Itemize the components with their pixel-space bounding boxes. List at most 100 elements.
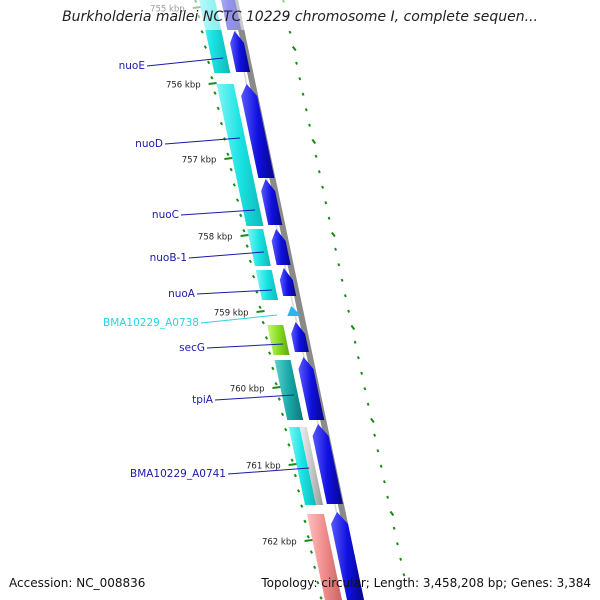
outer-tick (370, 417, 375, 424)
gene-arrow (331, 512, 364, 600)
outer-tick (288, 30, 292, 34)
outer-tick (331, 231, 336, 238)
outer-tick (314, 154, 318, 158)
gene-label: nuoA (168, 288, 196, 300)
label-leader (164, 137, 241, 145)
scale-label: 761 kbp (246, 462, 281, 472)
gene-label: BMA10229_A0738 (103, 317, 199, 329)
gene-arrow (298, 357, 325, 420)
minor-tick (309, 550, 314, 554)
minor-tick (264, 336, 269, 340)
trna-arrow (287, 306, 302, 316)
minor-tick (203, 45, 207, 49)
gene-label: nuoE (119, 60, 145, 72)
label-leader (180, 209, 256, 216)
major-tick (288, 463, 297, 466)
cds-block (216, 84, 264, 226)
outer-tick (321, 185, 324, 189)
minor-tick (248, 259, 252, 264)
outer-tick (363, 387, 367, 391)
label-leader (206, 343, 284, 349)
outer-tick (340, 278, 344, 282)
minor-tick (242, 228, 246, 233)
label-leader (188, 251, 264, 259)
minor-tick (245, 244, 249, 248)
minor-tick (229, 167, 233, 172)
minor-tick (290, 458, 294, 463)
genome-summary-text: Topology: circular; Length: 3,458,208 bp… (261, 576, 591, 590)
outer-tick (389, 510, 395, 517)
minor-tick (271, 366, 275, 371)
outer-tick (308, 123, 311, 127)
minor-tick (213, 91, 217, 95)
gene-arrow (312, 424, 343, 504)
outer-tick (382, 480, 386, 484)
major-tick (304, 539, 313, 542)
minor-tick (313, 565, 317, 570)
cds-block (288, 427, 317, 505)
gene-label: tpiA (192, 394, 214, 406)
minor-tick (200, 30, 204, 34)
minor-tick (258, 305, 262, 310)
major-tick (208, 82, 217, 85)
minor-tick (268, 351, 272, 355)
minor-tick (210, 75, 214, 80)
minor-tick (235, 198, 240, 202)
scale-label: 757 kbp (182, 156, 217, 166)
minor-tick (206, 60, 211, 65)
outer-tick (291, 45, 297, 52)
outer-tick (356, 356, 360, 360)
gene-arrow (291, 322, 309, 352)
minor-tick (306, 534, 310, 539)
outer-tick (350, 324, 356, 331)
outer-tick (298, 77, 302, 81)
minor-tick (274, 381, 278, 386)
major-tick (224, 157, 233, 160)
outer-tick (347, 309, 351, 313)
gene-label: nuoD (135, 138, 163, 150)
minor-tick (251, 274, 256, 279)
label-leader (200, 314, 278, 324)
gene-arrow (279, 268, 297, 296)
label-leader (196, 289, 272, 295)
major-tick (272, 386, 281, 389)
outer-tick (379, 464, 383, 468)
outer-tick (304, 108, 308, 112)
gene-arrow (271, 229, 291, 265)
scale-label: 756 kbp (166, 81, 201, 91)
minor-tick (280, 412, 285, 417)
outer-tick (327, 216, 331, 220)
gene-label: nuoC (152, 209, 179, 221)
outer-tick (301, 92, 305, 96)
minor-tick (293, 473, 297, 478)
outer-tick (376, 449, 380, 453)
accession-text: Accession: NC_008836 (9, 576, 146, 590)
minor-tick (284, 427, 288, 432)
cds-block (255, 270, 278, 300)
title-backdrop (0, 0, 600, 30)
cds-block-tpia (274, 360, 304, 420)
minor-tick (296, 489, 301, 493)
cds-block (247, 229, 271, 266)
scale-label: 762 kbp (262, 538, 297, 548)
minor-tick (300, 504, 304, 508)
major-tick (256, 310, 265, 313)
minor-tick (232, 183, 236, 187)
scale-label: 759 kbp (214, 309, 249, 319)
outer-tick (395, 542, 399, 546)
outer-tick (324, 201, 328, 205)
gene-arrow (261, 179, 283, 225)
outer-tick (360, 371, 364, 375)
cds-block-gray (299, 427, 324, 505)
outer-tick (317, 170, 321, 174)
outer-tick (311, 138, 317, 145)
minor-tick (239, 213, 243, 218)
genome-title: Burkholderia mallei NCTC 10229 chromosom… (62, 9, 538, 25)
scale-label: 758 kbp (198, 233, 233, 243)
outer-tick (334, 247, 338, 251)
minor-tick (226, 152, 230, 157)
outer-tick (399, 557, 403, 561)
gene-arrow (230, 31, 251, 72)
gene-label: nuoB-1 (150, 252, 187, 264)
